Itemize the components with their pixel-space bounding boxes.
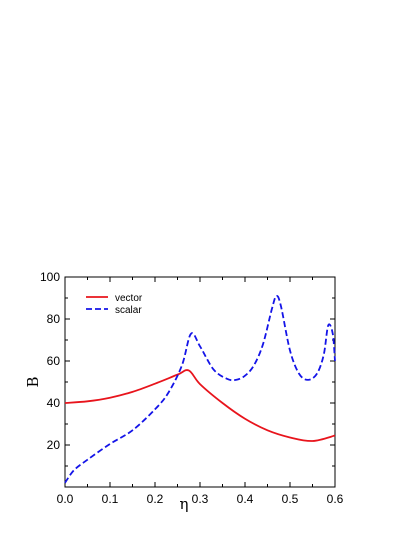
scalar-legend-label: scalar <box>115 305 142 316</box>
vector-series-line <box>64 369 336 442</box>
y-tick-label: 60 <box>47 354 61 368</box>
x-tick-label: 0.0 <box>57 492 74 506</box>
x-tick-label: 0.3 <box>192 492 209 506</box>
vector-legend-label: vector <box>115 293 143 304</box>
x-tick-labels: 0.0 0.1 0.2 0.3 0.4 0.5 0.6 <box>57 492 344 506</box>
x-tick-label: 0.5 <box>282 492 299 506</box>
x-axis-label: η <box>180 495 189 513</box>
y-tick-label: 40 <box>47 396 61 410</box>
y-tick-label: 100 <box>40 270 60 284</box>
y-axis-label: B <box>24 376 42 387</box>
x-tick-label: 0.4 <box>237 492 254 506</box>
y-tick-label: 80 <box>47 312 61 326</box>
y-tick-labels: 20 40 60 80 100 <box>40 270 60 452</box>
series-layer <box>64 294 336 484</box>
scalar-series-line <box>64 294 336 484</box>
y-tick-label: 20 <box>47 438 61 452</box>
tick-marks <box>64 276 336 487</box>
x-tick-label: 0.1 <box>102 492 119 506</box>
x-tick-label: 0.6 <box>327 492 344 506</box>
x-tick-label: 0.2 <box>147 492 164 506</box>
